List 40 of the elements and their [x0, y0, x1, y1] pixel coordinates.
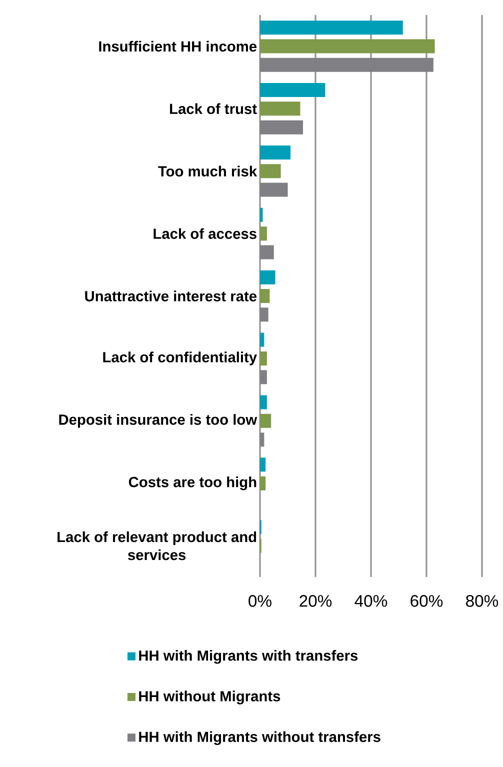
bar	[260, 351, 267, 366]
y-tick-label: Costs are too high	[128, 476, 256, 490]
bar	[260, 395, 267, 410]
bar	[260, 245, 274, 260]
x-tick-label: 0%	[248, 595, 272, 607]
bar	[260, 432, 264, 447]
y-tick-label: Insufficient HH income	[99, 40, 257, 52]
bar	[260, 289, 270, 304]
bar	[260, 39, 435, 54]
y-tick-label: Deposit insurance is too low	[59, 414, 258, 428]
y-tick-label: Lack of access	[154, 228, 256, 239]
y-tick-label: Lack of trust	[170, 103, 257, 114]
y-tick-label: Unattractive interest rate	[85, 290, 256, 302]
bar	[260, 270, 276, 284]
bar	[260, 120, 303, 134]
bar	[260, 370, 267, 384]
bar	[260, 332, 264, 347]
legend-label: HH with Migrants with transfers	[139, 650, 358, 664]
bar	[260, 182, 288, 197]
bar	[260, 208, 263, 222]
legend-label: HH with Migrants without transfers	[139, 731, 380, 746]
y-tick-label: Lack of relevant product and services	[58, 531, 256, 560]
x-tick-label: 80%	[466, 595, 498, 607]
bar	[260, 226, 267, 241]
bar	[260, 164, 281, 178]
bar	[260, 308, 268, 322]
bar	[260, 20, 403, 35]
y-tick-label: Too much risk	[158, 166, 258, 177]
x-tick-label: 20%	[300, 595, 332, 607]
bar	[260, 83, 326, 98]
legend-label: HH without Migrants	[139, 690, 280, 704]
x-tick-label: 40%	[354, 595, 388, 607]
x-tick-label: 60%	[410, 595, 443, 607]
bar	[260, 58, 434, 72]
bar	[260, 102, 300, 116]
bar	[260, 145, 290, 160]
y-tick-label: Lack of confidentiality	[103, 352, 257, 366]
bar	[260, 476, 266, 490]
bar	[260, 414, 272, 428]
bar	[260, 458, 266, 472]
